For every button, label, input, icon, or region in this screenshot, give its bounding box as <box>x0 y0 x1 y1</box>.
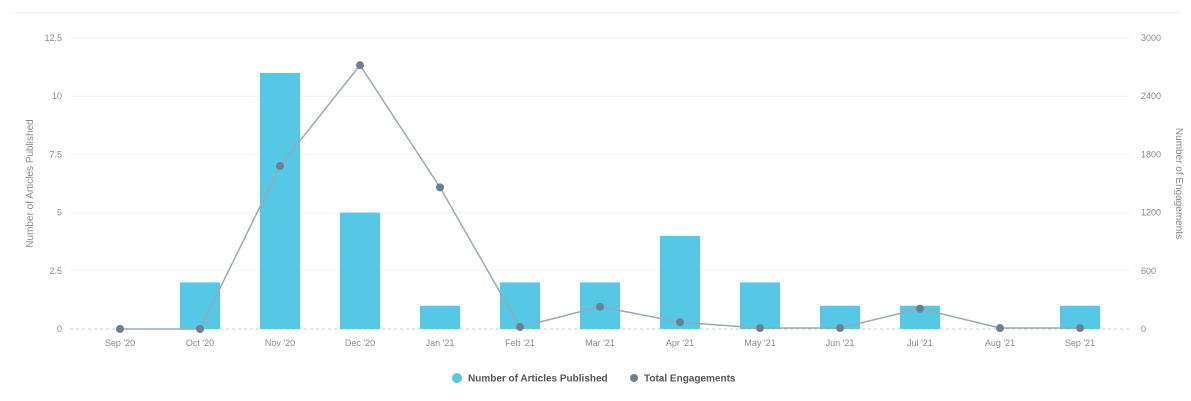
line-point <box>276 162 284 171</box>
line-point <box>756 324 764 333</box>
y-tick-left: 5 <box>57 208 62 218</box>
legend: Number of Articles Published Total Engage… <box>452 373 736 385</box>
line-point <box>356 61 364 70</box>
bar <box>740 282 780 329</box>
line-point <box>196 325 204 333</box>
y-tick-right: 3000 <box>1141 33 1161 43</box>
y-tick-right: 600 <box>1141 266 1156 276</box>
x-tick: Apr '21 <box>666 338 694 348</box>
bar <box>1060 305 1100 329</box>
legend-swatch-engagements <box>630 374 638 382</box>
legend-label-articles: Number of Articles Published <box>468 374 608 385</box>
line-point <box>116 325 124 333</box>
x-tick: Oct '20 <box>186 338 214 348</box>
x-tick: Dec '20 <box>345 338 375 348</box>
line-point <box>516 323 524 332</box>
bar <box>820 305 860 329</box>
y-tick-left: 2.5 <box>49 266 62 276</box>
y-tick-right: 1200 <box>1141 208 1161 218</box>
y-tick-left: 10 <box>52 91 62 101</box>
bar <box>660 235 700 329</box>
y-axis-title-right: Number of Engagements <box>1173 128 1184 239</box>
bar-layer <box>180 72 1100 330</box>
x-tick: Jul '21 <box>907 338 933 348</box>
x-tick: Mar '21 <box>585 338 615 348</box>
x-tick: Nov '20 <box>265 338 295 348</box>
x-tick: Jun '21 <box>826 338 855 348</box>
bar <box>180 282 220 329</box>
x-tick: May '21 <box>744 338 775 348</box>
line-point <box>596 302 604 311</box>
bar <box>260 72 300 330</box>
top-divider <box>10 12 1181 13</box>
y-tick-right: 2400 <box>1141 91 1161 101</box>
legend-swatch-articles <box>452 373 462 383</box>
x-tick: Sep '21 <box>1065 338 1095 348</box>
y-tick-left: 12.5 <box>44 33 62 43</box>
line-point <box>676 318 684 327</box>
line-point <box>916 304 924 313</box>
y-tick-left: 0 <box>57 324 62 334</box>
bar <box>500 282 540 329</box>
legend-label-engagements: Total Engagements <box>644 374 736 385</box>
line-point <box>436 183 444 192</box>
x-tick: Jan '21 <box>426 338 455 348</box>
y-tick-right: 0 <box>1141 324 1146 334</box>
y-tick-right: 1800 <box>1141 149 1161 159</box>
y-axis-title-left: Number of Articles Published <box>25 119 36 247</box>
bar <box>340 212 380 329</box>
y-tick-left: 7.5 <box>49 149 62 159</box>
line-point <box>996 324 1004 333</box>
line-point <box>1076 324 1084 333</box>
line-point <box>836 324 844 333</box>
x-tick: Feb '21 <box>505 338 535 348</box>
x-tick: Sep '20 <box>105 338 135 348</box>
x-tick: Aug '21 <box>985 338 1015 348</box>
bar <box>420 305 460 329</box>
axis-layer: 12.5 10 7.5 5 2.5 0 3000 2400 1800 1200 600 0 Sep '2… <box>25 33 1184 348</box>
line-layer <box>116 61 1084 333</box>
